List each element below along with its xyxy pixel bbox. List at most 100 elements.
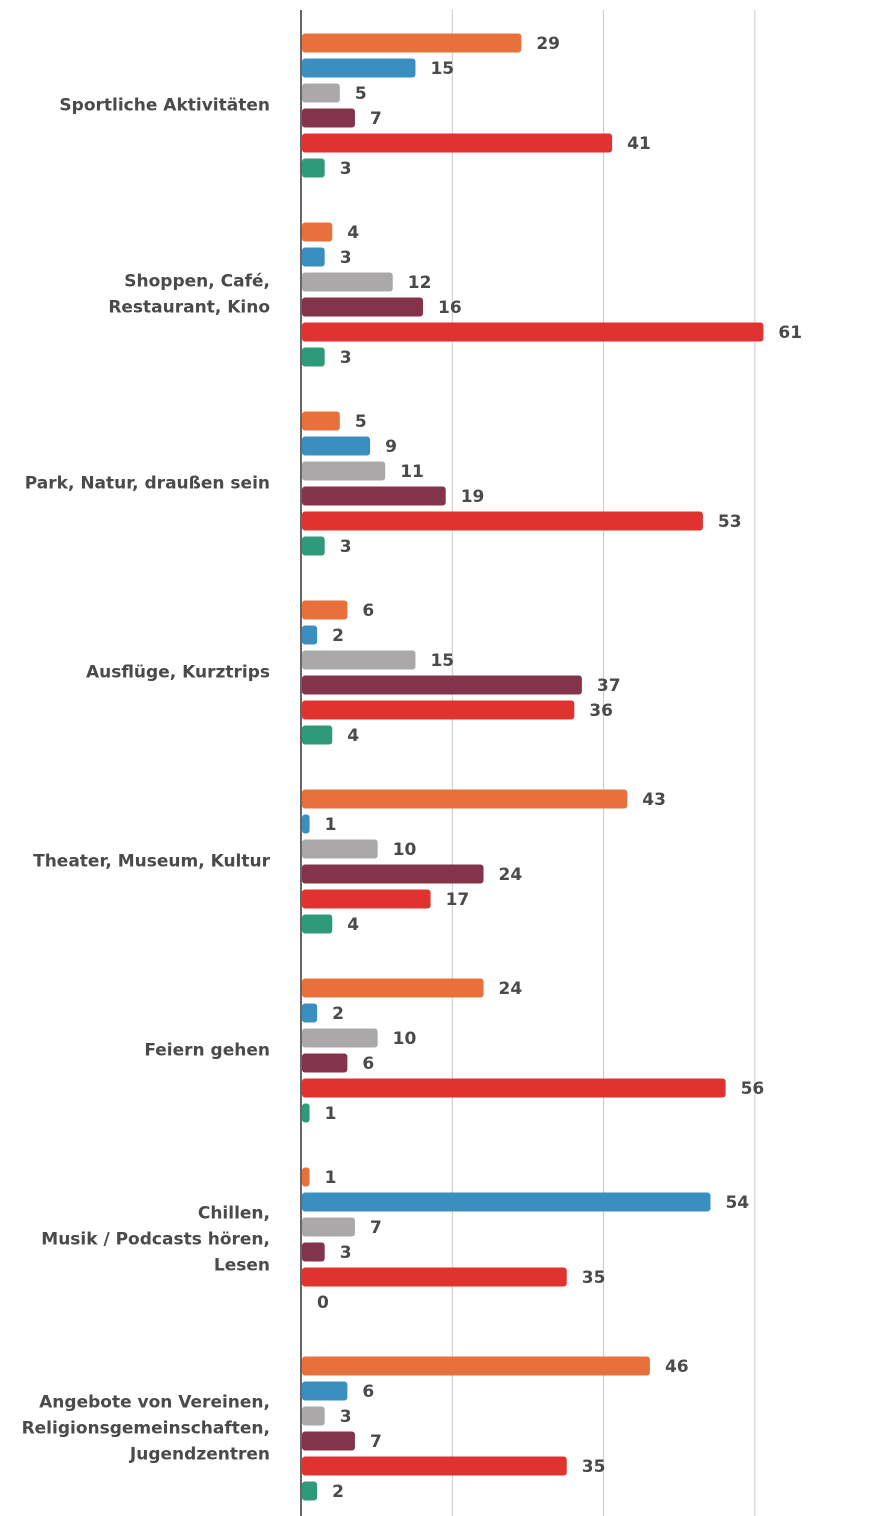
value-label: 7 [370, 109, 382, 129]
value-label: 16 [438, 298, 462, 318]
category-line: Theater, Museum, Kultur [33, 852, 271, 872]
category-line: Chillen, [198, 1204, 270, 1224]
bar [302, 700, 575, 720]
value-label: 43 [642, 790, 666, 810]
bar [302, 436, 371, 456]
value-label: 15 [430, 59, 454, 79]
value-label: 3 [340, 1407, 352, 1427]
bar [302, 1356, 650, 1376]
category-line: Religionsgemeinschaften, [22, 1419, 270, 1439]
value-label: 0 [317, 1293, 329, 1313]
bar [302, 133, 613, 153]
value-label: 19 [461, 487, 485, 507]
value-label: 2 [332, 1482, 344, 1502]
value-label: 4 [347, 726, 359, 746]
value-label: 3 [340, 537, 352, 557]
value-label: 4 [347, 915, 359, 935]
bar [302, 1267, 567, 1287]
category-label: Angebote von Vereinen, Religionsgemeinsch… [22, 1393, 270, 1465]
value-label: 9 [385, 437, 397, 457]
bar [302, 1481, 318, 1501]
value-label: 11 [400, 462, 424, 482]
bar [302, 889, 431, 909]
value-label: 35 [582, 1457, 606, 1477]
value-label: 10 [393, 1029, 417, 1049]
bar [302, 1078, 726, 1098]
bar [302, 1167, 310, 1187]
category-line: Jugendzentren [129, 1445, 270, 1465]
bar [302, 1217, 355, 1237]
bar [302, 789, 628, 809]
value-label: 17 [446, 890, 470, 910]
bar [302, 814, 310, 834]
value-label: 6 [362, 1054, 374, 1074]
value-label: 53 [718, 512, 742, 532]
bar [302, 1242, 325, 1262]
category-label: Park, Natur, draußen sein [25, 474, 270, 494]
value-label: 3 [340, 248, 352, 268]
value-label: 7 [370, 1432, 382, 1452]
category-line: Restaurant, Kino [108, 298, 270, 318]
value-label: 5 [355, 412, 367, 432]
bar [302, 536, 325, 556]
value-label: 29 [536, 34, 560, 54]
category-line: Musik / Podcasts hören, [41, 1230, 270, 1250]
bar [302, 158, 325, 178]
bar [302, 600, 348, 620]
category-label: Chillen, Musik / Podcasts hören, Lesen [41, 1204, 270, 1276]
value-label: 2 [332, 626, 344, 646]
value-label: 1 [325, 1104, 337, 1124]
bar [302, 1456, 567, 1476]
category-line: Park, Natur, draußen sein [25, 474, 270, 494]
value-label: 1 [325, 815, 337, 835]
bar [302, 1103, 310, 1123]
value-label: 3 [340, 159, 352, 179]
category-label: Sportliche Aktivitäten [59, 96, 270, 116]
bar [302, 1381, 348, 1401]
bar [302, 486, 446, 506]
category-line: Sportliche Aktivitäten [59, 96, 270, 116]
value-label: 6 [362, 1382, 374, 1402]
bar [302, 347, 325, 367]
bar [302, 322, 764, 342]
value-label: 24 [499, 979, 523, 999]
bar [302, 650, 416, 670]
value-label: 2 [332, 1004, 344, 1024]
bar [302, 511, 703, 531]
value-label: 15 [430, 651, 454, 671]
value-label: 3 [340, 1243, 352, 1263]
bar [302, 1053, 348, 1073]
bar [302, 58, 416, 78]
value-label: 24 [499, 865, 523, 885]
bar [302, 247, 325, 267]
category-line: Lesen [214, 1256, 270, 1276]
category-line: Angebote von Vereinen, [39, 1393, 270, 1413]
bar [302, 461, 386, 481]
category-line: Feiern gehen [144, 1041, 270, 1061]
bar [302, 411, 340, 431]
category-line: Ausflüge, Kurztrips [86, 663, 270, 683]
bar [302, 33, 522, 53]
value-label: 10 [393, 840, 417, 860]
bar [302, 1406, 325, 1426]
value-label: 36 [589, 701, 613, 721]
bar [302, 725, 333, 745]
value-label: 56 [741, 1079, 765, 1099]
category-line: Shoppen, Café, [124, 272, 270, 292]
value-label: 7 [370, 1218, 382, 1238]
value-label: 4 [347, 223, 359, 243]
bar [302, 222, 333, 242]
bar [302, 83, 340, 103]
category-label: Feiern gehen [144, 1041, 270, 1061]
bar [302, 1431, 355, 1451]
bar [302, 675, 582, 695]
value-label: 1 [325, 1168, 337, 1188]
bar [302, 914, 333, 934]
bar [302, 1028, 378, 1048]
bar [302, 272, 393, 292]
category-label: Shoppen, Café, Restaurant, Kino [108, 272, 270, 318]
value-label: 61 [778, 323, 802, 343]
category-label: Theater, Museum, Kultur [33, 852, 271, 872]
value-label: 35 [582, 1268, 606, 1288]
